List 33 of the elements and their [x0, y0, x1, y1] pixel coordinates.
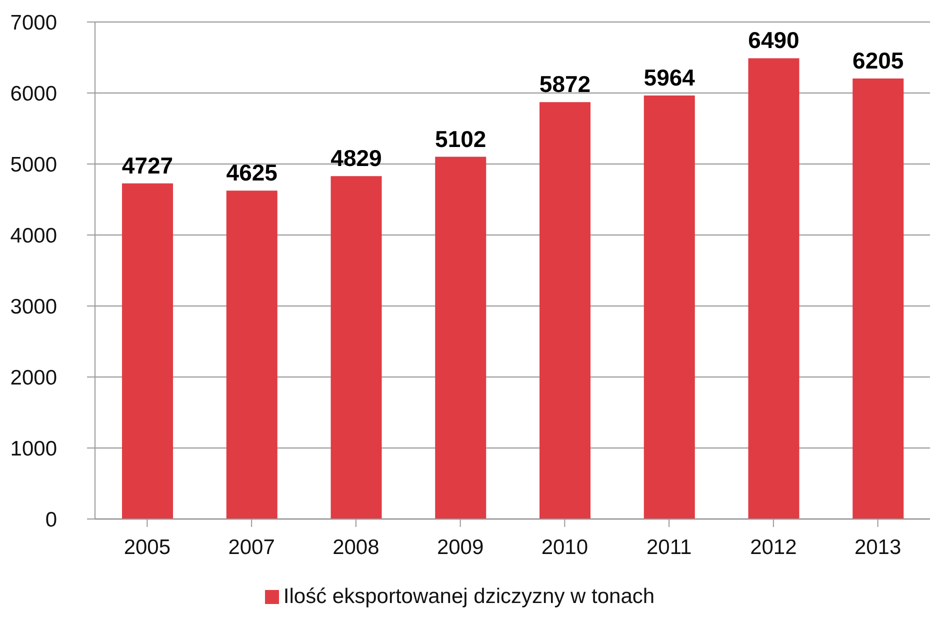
bar [748, 58, 800, 519]
bar [852, 78, 904, 519]
x-tick-label: 2009 [436, 536, 484, 559]
x-tick-label: 2011 [646, 536, 692, 559]
bar [435, 156, 486, 519]
data-label: 6205 [852, 47, 904, 74]
y-tick-label: 0 [45, 508, 57, 532]
x-tick-label: 2008 [332, 536, 380, 559]
y-tick-label: 4000 [10, 224, 57, 248]
data-label: 5102 [435, 126, 486, 152]
y-tick-label: 7000 [10, 11, 57, 34]
bar [122, 183, 173, 519]
y-tick-label: 6000 [10, 82, 57, 106]
data-label: 5964 [644, 64, 696, 91]
x-tick-label: 2012 [750, 536, 797, 559]
bar [330, 176, 382, 519]
data-label: 4625 [226, 160, 278, 186]
data-label: 4829 [330, 145, 382, 172]
bar [226, 190, 278, 519]
x-tick-label: 2013 [854, 536, 902, 559]
bar [540, 102, 590, 519]
data-label: 5872 [539, 71, 591, 98]
y-tick-label: 2000 [10, 366, 57, 390]
y-tick-label: 1000 [10, 437, 57, 460]
bar [644, 96, 695, 519]
legend-label: Ilość eksportowanej dziczyzny w tonach [283, 585, 655, 608]
data-label: 6490 [748, 27, 800, 54]
y-tick-label: 3000 [10, 295, 57, 318]
data-label: 4727 [122, 152, 174, 178]
x-tick-label: 2010 [541, 536, 588, 559]
x-tick-label: 2005 [124, 536, 171, 559]
y-tick-label: 5000 [10, 153, 57, 176]
x-tick-label: 2007 [228, 536, 275, 559]
